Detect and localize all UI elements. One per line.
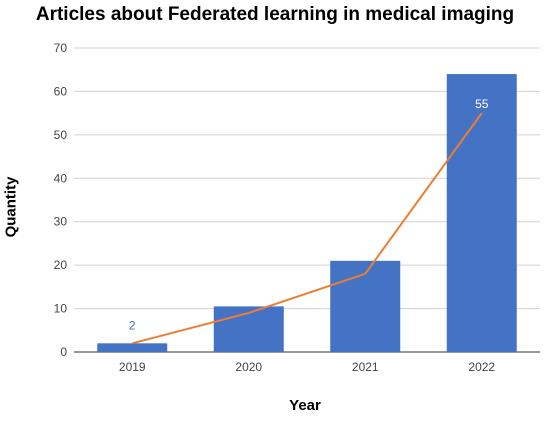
bar-2020 [213,306,284,352]
y-tick-label: 50 [54,128,68,142]
y-tick-label: 60 [54,84,68,98]
x-tick-label: 2021 [352,360,379,374]
trend-line [131,112,483,345]
y-tick-label: 0 [60,345,67,359]
y-tick-label: 10 [54,302,68,316]
data-label: 9 [245,288,252,302]
y-tick-label: 70 [54,41,68,55]
data-label: 55 [475,97,489,111]
x-tick-label: 2020 [235,360,262,374]
bar-2021 [330,260,401,352]
bar-2022 [446,74,517,353]
bar-2019 [97,343,168,352]
y-tick-labels: 0 10 20 30 40 50 60 70 [54,41,68,359]
y-tick-label: 40 [54,171,68,185]
y-tick-label: 20 [54,258,68,272]
data-labels: 2 9 18 55 [129,97,489,332]
x-tick-labels: 2019 2020 2021 2022 [119,360,496,374]
x-tick-label: 2019 [119,360,146,374]
y-tick-label: 30 [54,215,68,229]
x-tick-label: 2022 [468,360,495,374]
trend-line-path [131,112,483,345]
bars [97,74,517,353]
data-label: 2 [129,318,136,332]
x-axis-title: Year [289,397,321,414]
data-label: 18 [359,249,373,263]
chart-title: Articles about Federated learning in med… [35,4,515,25]
